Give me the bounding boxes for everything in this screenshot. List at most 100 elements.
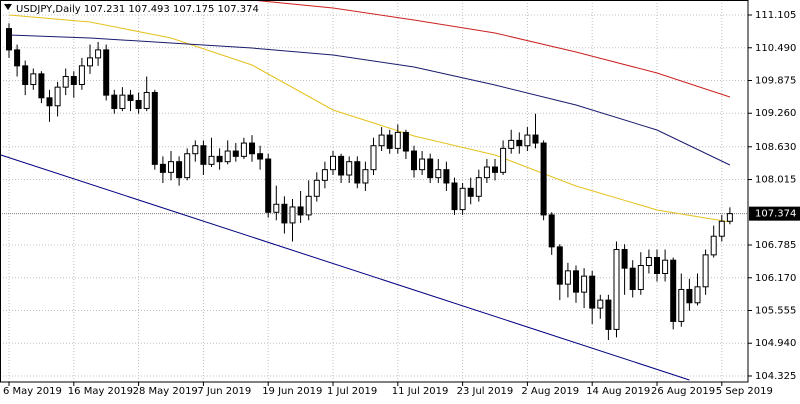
candle-body bbox=[394, 131, 401, 149]
candle-body bbox=[548, 214, 555, 248]
candle-body bbox=[273, 203, 280, 213]
candle-body bbox=[629, 267, 636, 290]
candle-body bbox=[645, 257, 652, 267]
candle-body bbox=[216, 155, 223, 163]
candle-body bbox=[718, 220, 725, 237]
y-tick-label: 111.105 bbox=[755, 10, 796, 21]
candle-body bbox=[30, 73, 37, 85]
axis: 111.105 110.490 109.875 109.260 108.630 108.0… bbox=[3, 10, 800, 397]
candle-body bbox=[111, 94, 118, 109]
candle-body bbox=[411, 150, 417, 171]
candle-body bbox=[467, 187, 474, 197]
x-tick-label: 23 Jul 2019 bbox=[457, 386, 514, 397]
last-price-label: 107.374 bbox=[755, 209, 796, 220]
plot-frame bbox=[0, 0, 749, 383]
candle-body bbox=[459, 187, 466, 211]
candle-body bbox=[232, 150, 239, 157]
y-tick-label: 106.785 bbox=[755, 240, 796, 251]
candle-body bbox=[532, 134, 539, 144]
candle-body bbox=[297, 206, 304, 216]
candle-body bbox=[483, 166, 490, 179]
candle-body bbox=[192, 145, 199, 155]
y-tick-label: 105.555 bbox=[755, 305, 796, 316]
x-tick-label: 14 Aug 2019 bbox=[586, 386, 650, 397]
candle-body bbox=[402, 131, 409, 152]
y-tick-label: 104.325 bbox=[755, 371, 796, 382]
candle-body bbox=[386, 134, 393, 149]
x-tick-label: 1 Jul 2019 bbox=[327, 386, 377, 397]
candle-body bbox=[605, 299, 612, 330]
x-tick-label: 28 May 2019 bbox=[133, 386, 198, 397]
candle-body bbox=[564, 270, 571, 285]
x-tick-label: 26 Aug 2019 bbox=[651, 386, 715, 397]
candle-body bbox=[78, 65, 85, 85]
candle-body bbox=[6, 28, 12, 51]
candle-body bbox=[370, 145, 377, 171]
candle-body bbox=[670, 259, 677, 322]
candle-body bbox=[451, 182, 458, 211]
y-tick-label: 106.170 bbox=[755, 273, 796, 284]
candle-body bbox=[427, 158, 434, 179]
candle-body bbox=[14, 49, 21, 67]
candle-body bbox=[127, 94, 134, 101]
candle-body bbox=[143, 91, 150, 109]
candle-body bbox=[516, 139, 523, 147]
candle-body bbox=[168, 161, 174, 173]
candle-body bbox=[678, 288, 685, 322]
candle-body bbox=[103, 49, 110, 96]
candle-body bbox=[159, 163, 166, 173]
candle-body bbox=[257, 153, 264, 160]
candle-body bbox=[38, 73, 45, 99]
candle-body bbox=[378, 134, 385, 147]
y-tick-label: 108.015 bbox=[755, 175, 796, 186]
candle-body bbox=[694, 286, 701, 304]
candle-body bbox=[654, 257, 660, 274]
x-tick-label: 7 Jun 2019 bbox=[197, 386, 251, 397]
candle-body bbox=[362, 169, 369, 184]
y-tick-label: 104.940 bbox=[755, 338, 796, 349]
candle-body bbox=[313, 179, 320, 197]
candle-body bbox=[22, 65, 29, 85]
candle-body bbox=[208, 155, 215, 165]
menu-icon[interactable] bbox=[4, 4, 12, 10]
candle-body bbox=[224, 150, 231, 163]
candle-body bbox=[726, 213, 733, 222]
chart-title: USDJPY,Daily 107.231 107.493 107.175 107… bbox=[16, 4, 259, 15]
candle-body bbox=[540, 142, 547, 216]
y-tick-label: 108.630 bbox=[755, 142, 796, 153]
candle-body bbox=[265, 158, 272, 213]
candle-body bbox=[662, 259, 669, 274]
candle-body bbox=[589, 275, 596, 309]
x-tick-label: 11 Jul 2019 bbox=[392, 386, 449, 397]
candle-body bbox=[46, 97, 53, 107]
candle-body bbox=[621, 249, 628, 269]
candle-body bbox=[492, 166, 498, 173]
candle-body bbox=[87, 57, 93, 67]
candle-body bbox=[597, 299, 604, 309]
candle-body bbox=[338, 155, 345, 176]
candle-body bbox=[346, 161, 353, 176]
candle-body bbox=[613, 249, 620, 330]
grid bbox=[0, 0, 748, 382]
candle-body bbox=[200, 145, 207, 165]
candle-body bbox=[151, 91, 158, 165]
y-tick-label: 109.260 bbox=[755, 108, 796, 119]
candle-body bbox=[54, 86, 61, 107]
candle-body bbox=[354, 161, 361, 184]
candle-body bbox=[435, 169, 442, 179]
candle-body bbox=[249, 142, 255, 155]
candle-body bbox=[281, 203, 288, 224]
x-tick-label: 5 Sep 2019 bbox=[716, 386, 773, 397]
candle-body bbox=[475, 177, 482, 197]
candle-body bbox=[419, 158, 426, 171]
candle-body bbox=[176, 161, 183, 179]
x-tick-label: 16 May 2019 bbox=[68, 386, 133, 397]
candle-body bbox=[581, 275, 588, 293]
candle-body bbox=[710, 235, 717, 256]
candle-body bbox=[321, 169, 328, 181]
indicator-line bbox=[8, 34, 731, 166]
candle-body bbox=[70, 76, 77, 85]
candle-body bbox=[556, 246, 563, 285]
